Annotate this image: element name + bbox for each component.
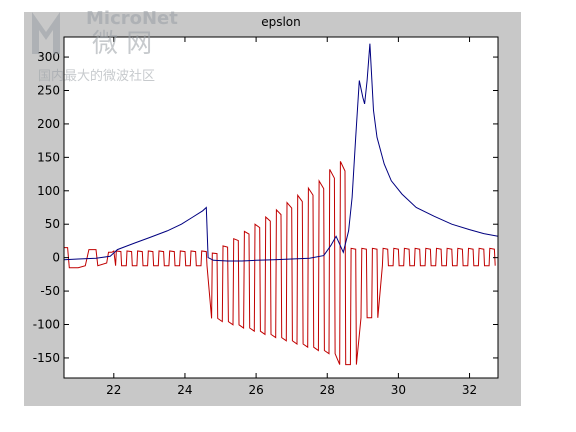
- x-tick-label: 32: [462, 383, 477, 397]
- chart-title: epslon: [261, 15, 301, 29]
- y-tick-label: 100: [37, 184, 60, 198]
- axes-layer: 22 24 26 28 30 32-150-100-5005010015020025030…: [33, 37, 498, 397]
- watermark-logo: MicroNet 微 网 国内最大的微波社区: [32, 8, 178, 84]
- y-tick-label: 0: [52, 251, 60, 265]
- series-line-red: [64, 161, 496, 366]
- watermark-brand-text: MicroNet: [86, 8, 178, 29]
- x-tick-label: 28: [320, 383, 335, 397]
- series-layer: [63, 43, 499, 366]
- x-tick-label: 22: [106, 383, 121, 397]
- x-tick-label: 24: [177, 383, 192, 397]
- y-tick-label: 200: [37, 117, 60, 131]
- y-tick-label: -150: [33, 351, 60, 365]
- watermark-cn-name: 微 网: [92, 29, 152, 59]
- axes-box: [63, 36, 499, 379]
- watermark-slogan: 国内最大的微波社区: [38, 68, 155, 84]
- x-tick-label: 30: [391, 383, 406, 397]
- y-tick-label: 50: [45, 217, 60, 231]
- plot-area: [64, 37, 498, 378]
- y-tick-label: -100: [33, 318, 60, 332]
- y-tick-label: 250: [37, 83, 60, 97]
- y-tick-label: -50: [40, 284, 60, 298]
- series-line-blue: [63, 43, 499, 262]
- y-tick-label: 150: [37, 150, 60, 164]
- x-tick-label: 26: [248, 383, 263, 397]
- watermark-m-mark: [32, 12, 60, 54]
